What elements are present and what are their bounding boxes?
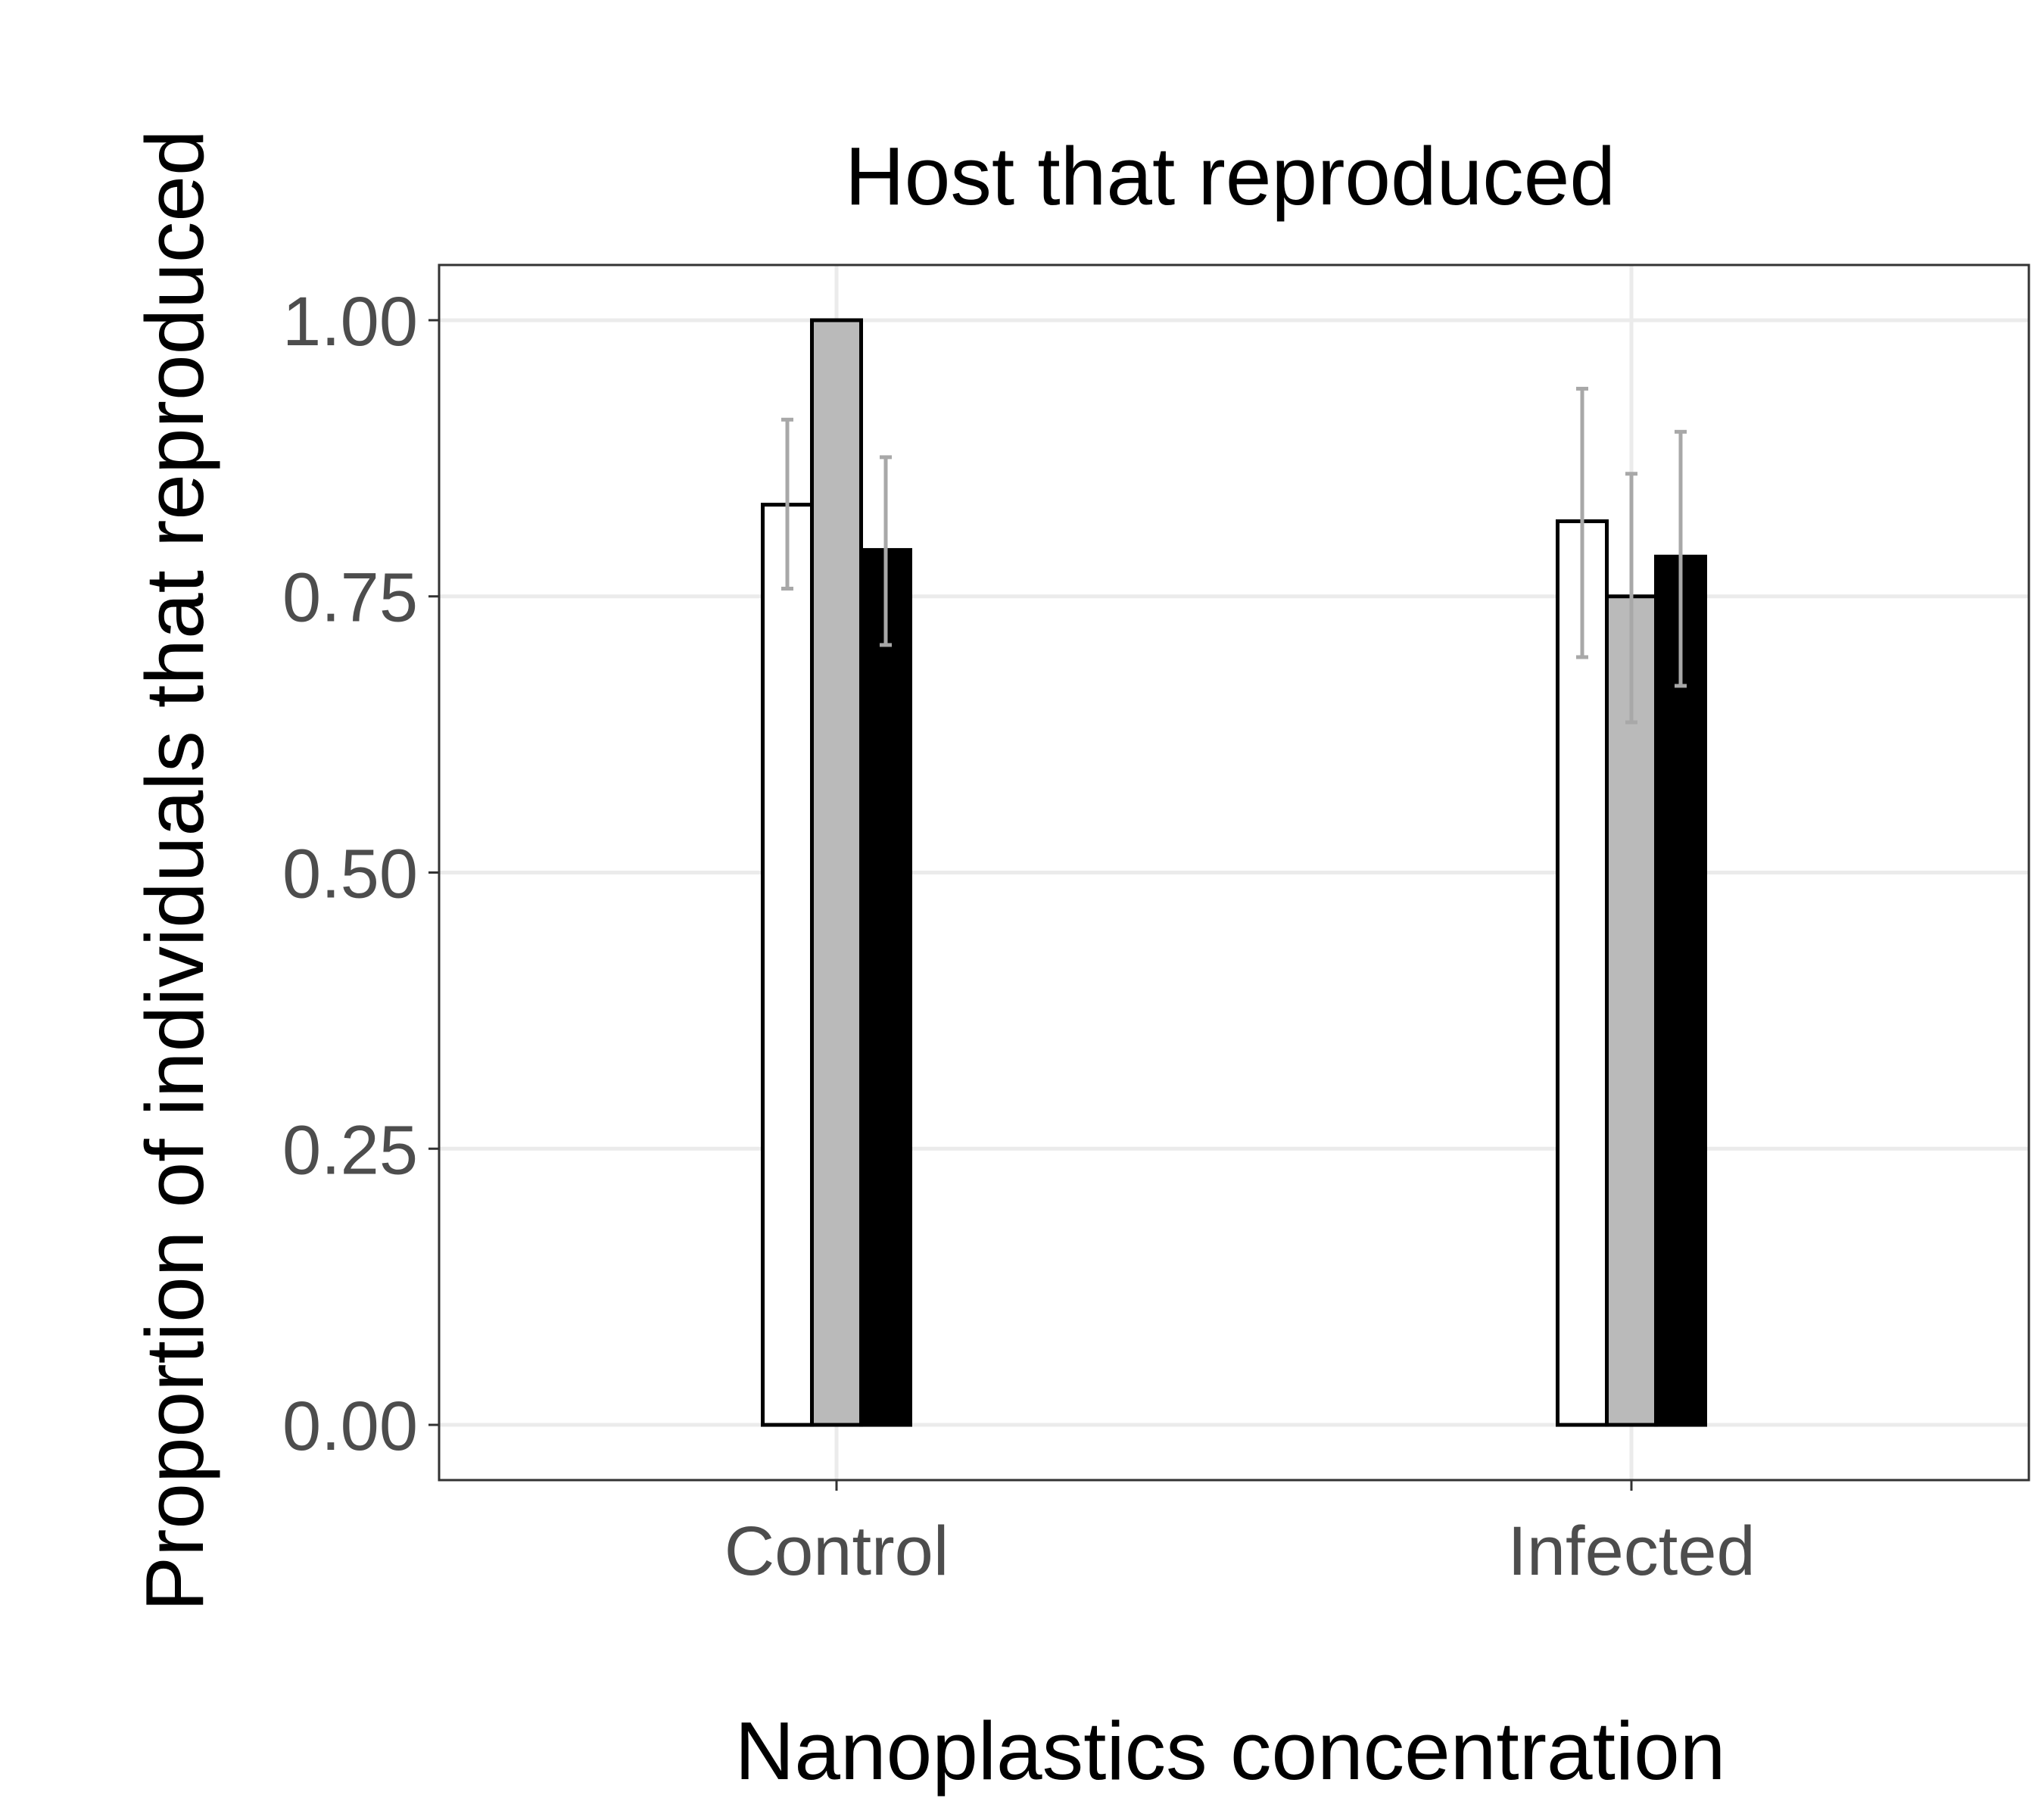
error-bars: [781, 386, 1687, 725]
chart-title: Host that reproduced: [845, 130, 1616, 223]
y-tick-label: 0.25: [282, 1111, 418, 1189]
y-tick-label: 0.75: [282, 559, 418, 637]
error-bar: [1625, 472, 1637, 725]
x-axis: Control Infected: [724, 1480, 1756, 1590]
y-axis-title: Proportion of individuals that reproduce…: [129, 129, 221, 1611]
error-bar: [781, 417, 793, 591]
bar: [1556, 519, 1609, 1427]
bar: [761, 503, 814, 1427]
y-axis: 0.00 0.25 0.50 0.75 1.00: [282, 283, 439, 1465]
y-tick-label: 0.00: [282, 1388, 418, 1465]
x-axis-title: Nanoplastics concentration: [735, 1705, 1726, 1797]
y-tick-label: 1.00: [282, 283, 418, 360]
bars: [761, 318, 1707, 1427]
x-tick-label: Infected: [1507, 1513, 1755, 1590]
bar: [859, 547, 912, 1427]
bar: [1654, 554, 1707, 1427]
bar: [810, 318, 863, 1427]
error-bar: [1675, 429, 1687, 688]
error-bar: [1576, 386, 1588, 659]
x-tick-label: Control: [724, 1513, 949, 1590]
bar: [1605, 594, 1658, 1427]
gridlines: [439, 265, 2029, 1480]
y-tick-label: 0.50: [282, 836, 418, 913]
error-bar: [880, 455, 892, 647]
